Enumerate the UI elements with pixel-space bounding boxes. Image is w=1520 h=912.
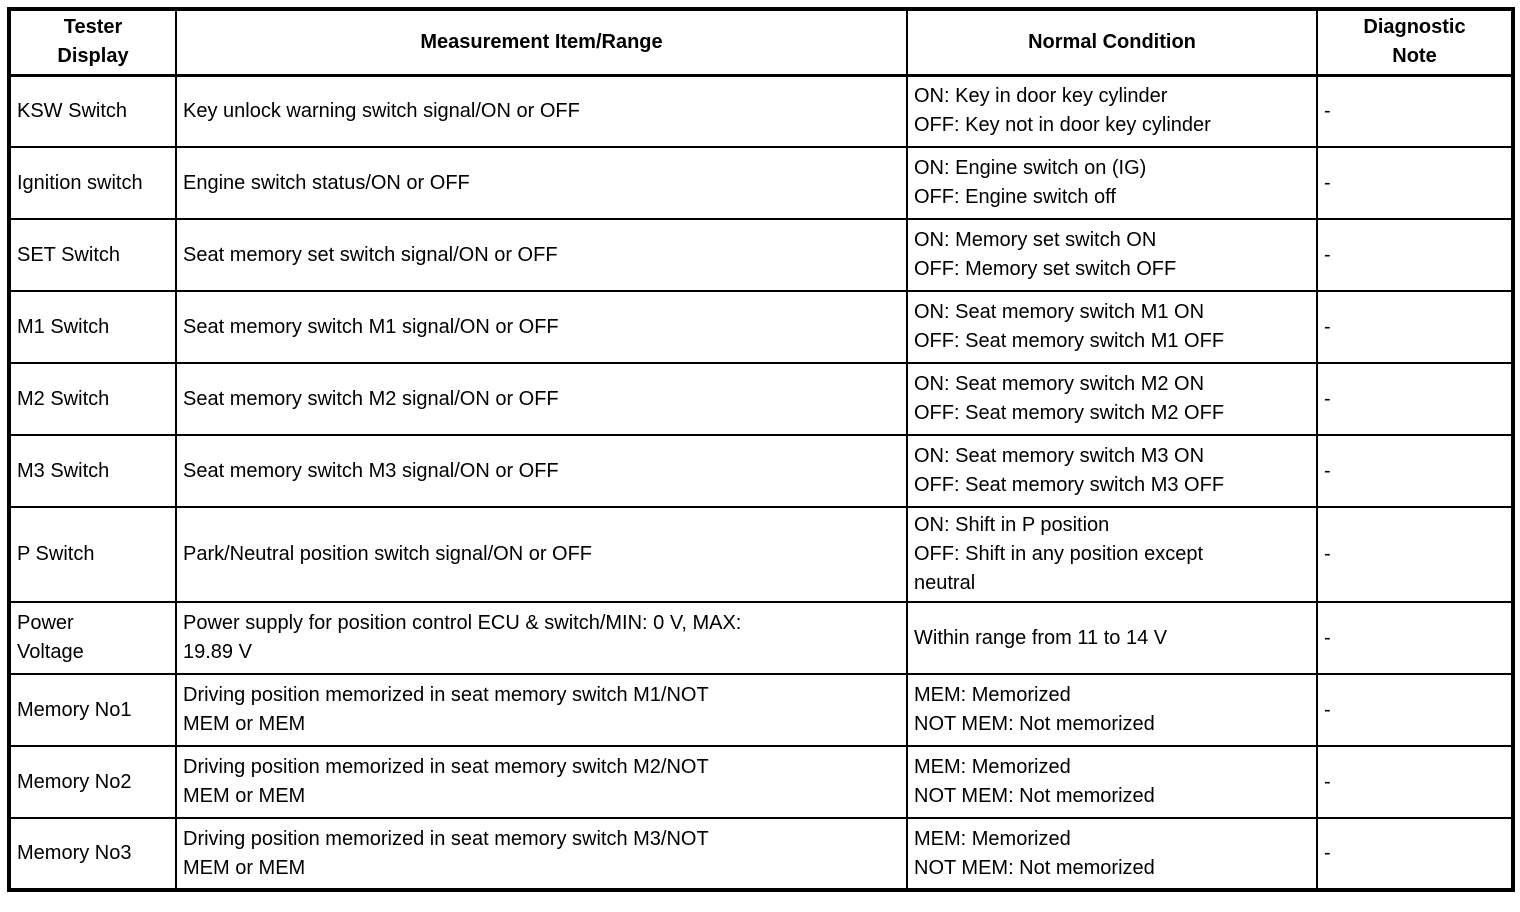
diagnostic-note-cell: - <box>1316 745 1514 819</box>
table-row: Power Voltage Power supply for position c… <box>8 601 1514 675</box>
measurement-item-range-cell: Driving position memorized in seat memor… <box>175 673 908 747</box>
col-header-normal-condition: Normal Condition <box>906 8 1318 77</box>
measurement-item-range-cell: Seat memory switch M2 signal/ON or OFF <box>175 362 908 436</box>
tester-display-cell: Power Voltage <box>8 601 177 675</box>
normal-condition-cell: ON: Seat memory switch M3 ON OFF: Seat m… <box>906 434 1318 508</box>
col-header-tester-display: Tester Display <box>8 8 177 77</box>
normal-condition-cell: ON: Seat memory switch M2 ON OFF: Seat m… <box>906 362 1318 436</box>
measurement-item-range-cell: Park/Neutral position switch signal/ON o… <box>175 506 908 603</box>
normal-condition-cell: Within range from 11 to 14 V <box>906 601 1318 675</box>
tester-display-cell: Memory No2 <box>8 745 177 819</box>
diagnostic-note-cell: - <box>1316 817 1514 891</box>
diagnostic-note-cell: - <box>1316 218 1514 292</box>
col-header-measurement-item-range: Measurement Item/Range <box>175 8 908 77</box>
tester-display-cell: Ignition switch <box>8 146 177 220</box>
diagnostic-note-cell: - <box>1316 290 1514 364</box>
normal-condition-cell: ON: Key in door key cylinder OFF: Key no… <box>906 74 1318 148</box>
measurement-item-range-cell: Power supply for position control ECU & … <box>175 601 908 675</box>
header-row: Tester Display Measurement Item/Range No… <box>8 8 1514 77</box>
diagnostic-note-cell: - <box>1316 362 1514 436</box>
table-row: P Switch Park/Neutral position switch sig… <box>8 506 1514 603</box>
normal-condition-cell: ON: Engine switch on (IG) OFF: Engine sw… <box>906 146 1318 220</box>
table-row: SET Switch Seat memory set switch signal/… <box>8 218 1514 292</box>
tester-display-cell: SET Switch <box>8 218 177 292</box>
measurement-item-range-cell: Seat memory switch M3 signal/ON or OFF <box>175 434 908 508</box>
normal-condition-cell: ON: Shift in P position OFF: Shift in an… <box>906 506 1318 603</box>
normal-condition-cell: MEM: Memorized NOT MEM: Not memorized <box>906 673 1318 747</box>
table-row: Memory No3 Driving position memorized in … <box>8 817 1514 891</box>
tester-display-cell: KSW Switch <box>8 74 177 148</box>
measurement-item-range-cell: Key unlock warning switch signal/ON or O… <box>175 74 908 148</box>
diagnostic-note-cell: - <box>1316 146 1514 220</box>
table-row: M1 Switch Seat memory switch M1 signal/ON… <box>8 290 1514 364</box>
table-row: Ignition switch Engine switch status/ON o… <box>8 146 1514 220</box>
diagnostic-note-cell: - <box>1316 506 1514 603</box>
table-row: Memory No2 Driving position memorized in … <box>8 745 1514 819</box>
tester-display-cell: P Switch <box>8 506 177 603</box>
diagnostic-note-cell: - <box>1316 601 1514 675</box>
diagnostic-note-cell: - <box>1316 673 1514 747</box>
tester-display-cell: M3 Switch <box>8 434 177 508</box>
normal-condition-cell: MEM: Memorized NOT MEM: Not memorized <box>906 745 1318 819</box>
diagnostic-note-cell: - <box>1316 434 1514 508</box>
measurement-item-range-cell: Seat memory switch M1 signal/ON or OFF <box>175 290 908 364</box>
table-row: M2 Switch Seat memory switch M2 signal/ON… <box>8 362 1514 436</box>
normal-condition-cell: ON: Seat memory switch M1 ON OFF: Seat m… <box>906 290 1318 364</box>
measurement-item-range-cell: Driving position memorized in seat memor… <box>175 745 908 819</box>
normal-condition-cell: MEM: Memorized NOT MEM: Not memorized <box>906 817 1318 891</box>
tester-display-cell: Memory No1 <box>8 673 177 747</box>
diagnostic-note-cell: - <box>1316 74 1514 148</box>
measurement-item-range-cell: Engine switch status/ON or OFF <box>175 146 908 220</box>
normal-condition-cell: ON: Memory set switch ON OFF: Memory set… <box>906 218 1318 292</box>
tester-display-cell: M2 Switch <box>8 362 177 436</box>
tester-display-cell: Memory No3 <box>8 817 177 891</box>
tester-display-cell: M1 Switch <box>8 290 177 364</box>
table-row: M3 Switch Seat memory switch M3 signal/ON… <box>8 434 1514 508</box>
table-body: KSW Switch Key unlock warning switch sign… <box>8 74 1514 891</box>
table-row: Memory No1 Driving position memorized in … <box>8 673 1514 747</box>
measurement-item-range-cell: Seat memory set switch signal/ON or OFF <box>175 218 908 292</box>
measurement-item-range-cell: Driving position memorized in seat memor… <box>175 817 908 891</box>
data-list-table: Tester Display Measurement Item/Range No… <box>7 7 1515 892</box>
col-header-diagnostic-note: Diagnostic Note <box>1316 8 1514 77</box>
table-row: KSW Switch Key unlock warning switch sign… <box>8 74 1514 148</box>
